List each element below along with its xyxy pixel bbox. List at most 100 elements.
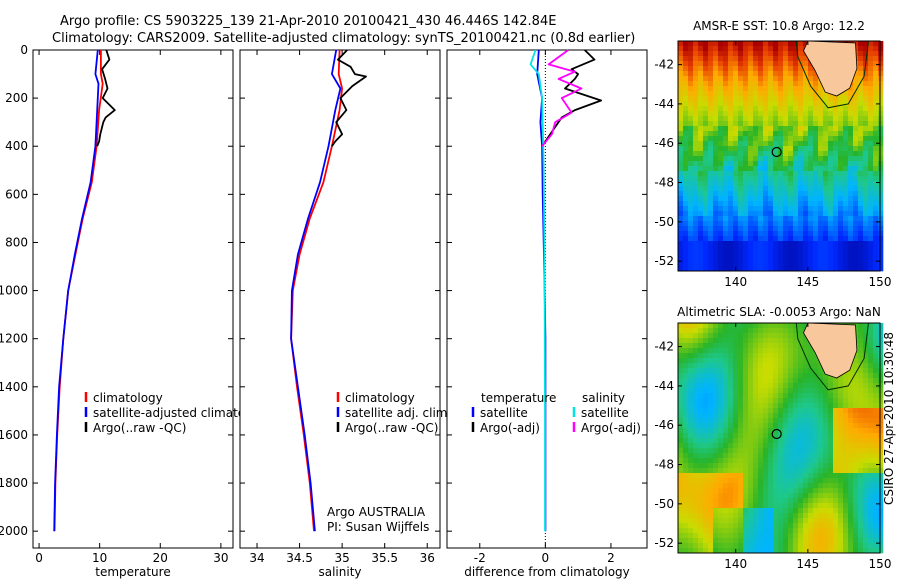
heatmap-cell [683,86,689,92]
heatmap-cell [798,513,804,519]
heatmap-cell [878,348,884,354]
heatmap-cell [728,433,734,439]
heatmap-cell [873,186,879,192]
heatmap-cell [828,156,834,162]
heatmap-cell [768,211,774,217]
heatmap-cell [718,493,724,499]
heatmap-cell [688,433,694,439]
heatmap-cell [798,236,804,242]
heatmap-cell [798,241,804,247]
heatmap-cell [768,46,774,52]
heatmap-cell [743,126,749,132]
heatmap-cell [858,433,864,439]
heatmap-cell [738,261,744,267]
heatmap-cell [858,438,864,444]
heatmap-cell [803,246,809,252]
heatmap-cell [853,433,859,439]
heatmap-cell [733,96,739,102]
heatmap-cell [703,343,709,349]
heatmap-cell [713,181,719,187]
heatmap-cell [688,408,694,414]
heatmap-cell [753,373,759,379]
heatmap-cell [688,328,694,334]
heatmap-cell [868,91,874,97]
heatmap-cell [703,161,709,167]
heatmap-cell [723,468,729,474]
heatmap-cell [753,338,759,344]
heatmap-cell [748,206,754,212]
heatmap-cell [708,236,714,242]
heatmap-cell [808,141,814,147]
heatmap-cell [743,433,749,439]
heatmap-cell [823,111,829,117]
heatmap-cell [773,498,779,504]
heatmap-cell [853,76,859,82]
heatmap-cell [703,353,709,359]
heatmap-cell [808,513,814,519]
heatmap-cell [748,348,754,354]
heatmap-cell [828,388,834,394]
heatmap-cell [723,101,729,107]
heatmap-cell [863,548,869,554]
heatmap-cell [838,513,844,519]
heatmap-cell [863,508,869,514]
heatmap-cell [783,126,789,132]
heatmap-cell [773,448,779,454]
heatmap-cell [868,328,874,334]
heatmap-cell [768,408,774,414]
heatmap-cell [778,438,784,444]
heatmap-cell [683,368,689,374]
heatmap-cell [753,448,759,454]
heatmap-cell [708,458,714,464]
heatmap-cell [798,231,804,237]
heatmap-cell [803,448,809,454]
heatmap-cell [723,363,729,369]
heatmap-cell [873,206,879,212]
heatmap-cell [733,186,739,192]
heatmap-cell [853,71,859,77]
heatmap-cell [848,523,854,529]
heatmap-cell [733,171,739,177]
heatmap-cell [678,343,684,349]
heatmap-cell [733,116,739,122]
heatmap-cell [773,333,779,339]
heatmap-cell [728,176,734,182]
heatmap-cell [778,116,784,122]
heatmap-cell [773,343,779,349]
heatmap-cell [718,211,724,217]
heatmap-cell [683,343,689,349]
heatmap-cell [843,473,849,479]
heatmap-cell [788,443,794,449]
heatmap-cell [823,181,829,187]
heatmap-cell [678,393,684,399]
heatmap-cell [738,91,744,97]
heatmap-cell [688,161,694,167]
heatmap-cell [713,368,719,374]
heatmap-cell [698,126,704,132]
heatmap-cell [773,206,779,212]
heatmap-cell [773,543,779,549]
heatmap-cell [703,111,709,117]
heatmap-cell [768,116,774,122]
heatmap-cell [683,398,689,404]
heatmap-cell [828,236,834,242]
heatmap-cell [768,81,774,87]
heatmap-cell [748,538,754,544]
heatmap-cell [823,468,829,474]
heatmap-cell [798,363,804,369]
heatmap-cell [693,256,699,262]
heatmap-cell [878,131,884,137]
heatmap-cell [828,493,834,499]
heatmap-cell [878,358,884,364]
heatmap-cell [798,418,804,424]
heatmap-cell [758,513,764,519]
heatmap-cell [873,403,879,409]
heatmap-cell [828,216,834,222]
heatmap-cell [838,206,844,212]
heatmap-cell [868,81,874,87]
heatmap-cell [748,121,754,127]
heatmap-cell [678,96,684,102]
heatmap-cell [758,91,764,97]
heatmap-cell [703,463,709,469]
heatmap-cell [798,423,804,429]
